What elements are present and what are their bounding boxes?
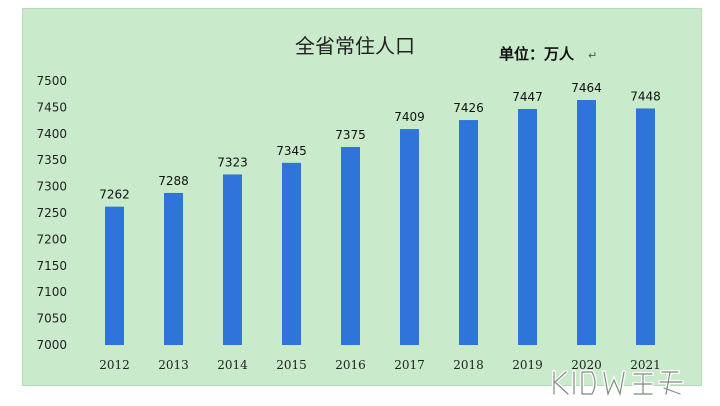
- y-tick-label: 7100: [36, 285, 67, 299]
- bar-2021: [636, 108, 655, 346]
- data-label-2019: 7447: [512, 90, 543, 104]
- data-label-2020: 7464: [571, 81, 602, 95]
- x-axis: 2012 2013 2014 2015 2016 2017 2018 2019 2020 2021: [99, 358, 661, 372]
- x-tick-label: 2021: [630, 358, 661, 372]
- watermark-logo: [552, 370, 684, 400]
- data-label-2016: 7375: [335, 128, 366, 142]
- data-label-2018: 7426: [453, 101, 484, 115]
- data-label-2021: 7448: [630, 89, 661, 103]
- x-tick-label: 2020: [571, 358, 602, 372]
- data-label-2017: 7409: [394, 110, 425, 124]
- bar-2017: [400, 129, 419, 345]
- x-tick-label: 2019: [512, 358, 543, 372]
- x-tick-label: 2016: [335, 358, 366, 372]
- x-tick-label: 2013: [158, 358, 189, 372]
- x-tick-label: 2015: [276, 358, 307, 372]
- y-tick-label: 7150: [36, 259, 67, 273]
- y-tick-label: 7300: [36, 180, 67, 194]
- x-tick-label: 2017: [394, 358, 425, 372]
- y-tick-label: 7400: [36, 127, 67, 141]
- bar-2018: [459, 120, 478, 346]
- bar-2015: [282, 162, 301, 345]
- bar-2016: [341, 147, 360, 345]
- y-tick-label: 7200: [36, 232, 67, 246]
- bar-2019: [518, 108, 537, 345]
- data-label-2015: 7345: [276, 144, 307, 158]
- bar-2013: [164, 192, 183, 345]
- data-label-2012: 7262: [99, 188, 130, 202]
- y-tick-label: 7050: [36, 312, 67, 326]
- bar-2012: [105, 206, 124, 345]
- chart-title: 全省常住人口: [295, 34, 415, 58]
- bar-2014: [223, 174, 242, 345]
- y-tick-label: 7350: [36, 153, 67, 167]
- bars: [105, 100, 655, 346]
- y-tick-label: 7000: [36, 338, 67, 352]
- data-labels: 7262 7288 7323 7345 7375 7409 7426 7447 7464 7448: [99, 81, 661, 202]
- return-mark-icon: ↵: [588, 49, 597, 62]
- y-tick-label: 7250: [36, 206, 67, 220]
- bar-2020: [577, 100, 596, 346]
- x-tick-label: 2012: [99, 358, 130, 372]
- y-tick-label: 7500: [36, 74, 67, 88]
- data-label-2014: 7323: [217, 155, 248, 169]
- data-label-2013: 7288: [158, 174, 189, 188]
- bar-chart: 全省常住人口 单位：万人 ↵ 7000705071007150720072507…: [36, 34, 661, 372]
- unit-label: 单位：万人: [499, 45, 575, 63]
- x-tick-label: 2014: [217, 358, 248, 372]
- chart-panel: 全省常住人口 单位：万人 ↵ 7000 7050 7100 7150 7200 7250 7…: [22, 8, 702, 386]
- y-axis: 7000 7050 7100 7150 7200 7250 7300 7350 7400 7450…: [36, 74, 67, 352]
- x-tick-label: 2018: [453, 358, 484, 372]
- y-tick-label: 7450: [36, 100, 67, 114]
